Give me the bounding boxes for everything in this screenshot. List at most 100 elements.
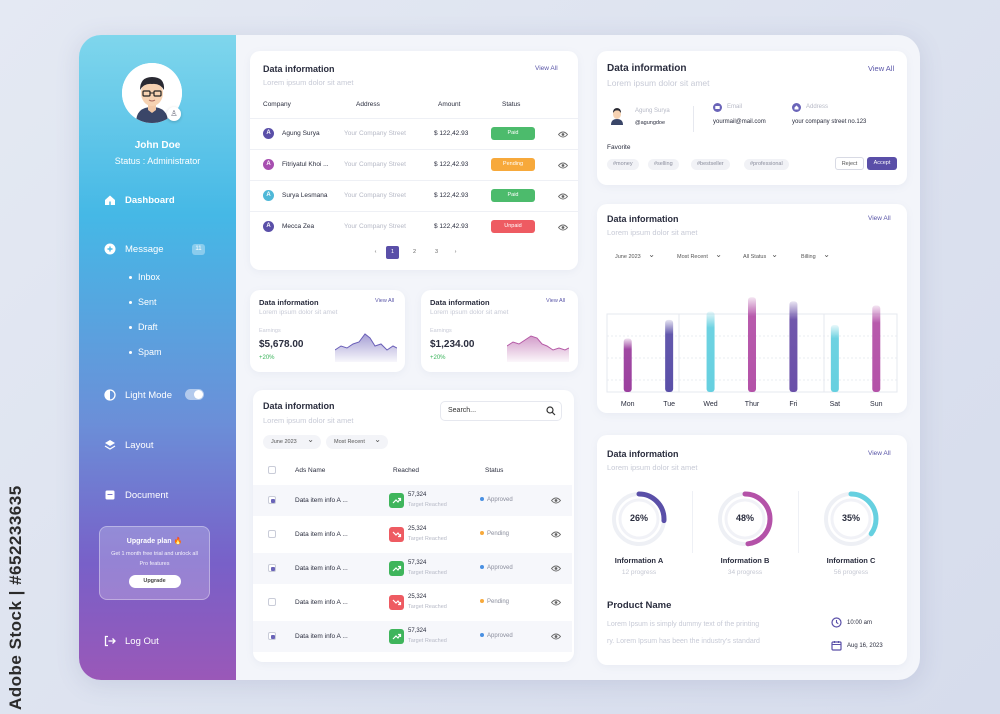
- reached-note: Target Reached: [408, 502, 447, 508]
- prev-page-button[interactable]: ‹: [374, 249, 377, 255]
- tag-money[interactable]: #money: [607, 159, 639, 170]
- company-amount: $ 122,42.93: [434, 192, 469, 199]
- view-all-link[interactable]: View All: [375, 298, 395, 304]
- column-reached: Reached: [393, 467, 420, 474]
- row-checkbox[interactable]: [268, 564, 276, 572]
- search-icon[interactable]: [546, 406, 556, 416]
- table-row[interactable]: A Fitriyatul Khoi ... Your Company Street $…: [250, 150, 578, 181]
- nav-logout[interactable]: Log Out: [104, 635, 159, 647]
- view-eye-icon[interactable]: [558, 224, 568, 231]
- light-mode-toggle[interactable]: [185, 389, 204, 400]
- ads-row[interactable]: Data item info A ... 57,324 Target Reached…: [253, 621, 572, 652]
- page-button[interactable]: 1: [386, 246, 399, 259]
- sub-item-spam[interactable]: Spam: [129, 347, 162, 357]
- upgrade-plan-card: Upgrade plan 🔥 Get 1 month free trial an…: [99, 526, 210, 600]
- reached-value: 57,324: [408, 628, 427, 634]
- nav-label: Document: [125, 489, 169, 501]
- user-icon[interactable]: ♙: [167, 107, 181, 121]
- sub-item-inbox[interactable]: Inbox: [129, 272, 160, 282]
- donut-inner: [724, 498, 766, 540]
- profile-avatar[interactable]: [609, 107, 625, 125]
- product-description: Lorem Ipsum is simply dummy text of the …: [607, 621, 760, 628]
- row-checkbox[interactable]: [268, 598, 276, 606]
- billing-filter-dropdown[interactable]: Billing: [793, 248, 837, 264]
- row-checkbox[interactable]: [268, 530, 276, 538]
- trend-up-icon: [389, 493, 404, 508]
- table-row[interactable]: A Surya Lesmana Your Company Street $ 122,4…: [250, 181, 578, 212]
- sort-filter-dropdown[interactable]: Most Recent: [326, 433, 388, 449]
- tag-bestseller[interactable]: #bestseller: [691, 159, 730, 170]
- bar-sun[interactable]: [872, 305, 881, 392]
- search-input[interactable]: Search...: [440, 401, 562, 421]
- view-eye-icon[interactable]: [551, 599, 561, 606]
- company-name: Fitriyatul Khoi ...: [282, 161, 329, 168]
- view-eye-icon[interactable]: [551, 633, 561, 640]
- status-label: Pending: [487, 599, 510, 605]
- column-status: Status: [485, 467, 504, 474]
- view-eye-icon[interactable]: [558, 193, 568, 200]
- table-row[interactable]: A Mecca Zea Your Company Street $ 122,42.93…: [250, 212, 578, 242]
- address-value: your company street no.123: [792, 119, 867, 125]
- trend-up-icon: [389, 629, 404, 644]
- progress-label: Information B: [720, 556, 770, 565]
- next-page-button[interactable]: ›: [454, 249, 457, 255]
- progress-count: 34 progress: [727, 569, 763, 576]
- view-all-link[interactable]: View All: [868, 64, 895, 73]
- donut-arc: [823, 491, 879, 547]
- bar-fri[interactable]: [789, 301, 798, 392]
- month-filter-dropdown[interactable]: June 2023: [263, 433, 321, 449]
- view-all-link[interactable]: View All: [546, 298, 566, 304]
- clock-icon: [831, 617, 842, 628]
- accept-button[interactable]: Accept: [867, 157, 897, 170]
- company-name: Surya Lesmana: [282, 192, 328, 199]
- reject-button[interactable]: Reject: [835, 157, 864, 170]
- bar-thur[interactable]: [748, 297, 756, 392]
- sub-item-draft[interactable]: Draft: [129, 322, 158, 332]
- card-subtitle: Lorem ipsum dolor sit amet: [263, 416, 354, 425]
- company-initial: A: [263, 159, 274, 170]
- tag-professional[interactable]: #professional: [744, 159, 789, 170]
- tag-selling[interactable]: #selling: [648, 159, 679, 170]
- bar-sat[interactable]: [830, 325, 839, 392]
- bar-tue[interactable]: [665, 319, 674, 392]
- view-eye-icon[interactable]: [558, 131, 568, 138]
- sort-filter-dropdown[interactable]: Most Recent: [669, 248, 729, 264]
- page-button[interactable]: 2: [412, 249, 417, 255]
- nav-message[interactable]: Message: [104, 243, 164, 255]
- select-all-checkbox[interactable]: [268, 466, 276, 474]
- view-all-link[interactable]: View All: [535, 65, 558, 72]
- email-label: Email: [727, 104, 743, 110]
- view-all-link[interactable]: View All: [868, 215, 891, 222]
- location-icon: [792, 103, 801, 112]
- view-all-link[interactable]: View All: [868, 450, 891, 457]
- table-row[interactable]: A Agung Surya Your Company Street $ 122,42.…: [250, 119, 578, 150]
- upgrade-button[interactable]: Upgrade: [128, 575, 181, 588]
- page-button[interactable]: 3: [434, 249, 439, 255]
- ads-row[interactable]: Data item info A ... 25,324 Target Reached…: [253, 519, 572, 550]
- nav-layout[interactable]: Layout: [104, 439, 154, 451]
- nav-document[interactable]: Document: [104, 489, 168, 501]
- view-eye-icon[interactable]: [551, 531, 561, 538]
- ad-status: Approved: [480, 497, 513, 503]
- view-eye-icon[interactable]: [551, 497, 561, 504]
- company-amount: $ 122,42.93: [434, 130, 469, 137]
- bar-wed[interactable]: [706, 311, 715, 392]
- status-filter-dropdown[interactable]: All Status: [735, 248, 785, 264]
- sub-item-sent[interactable]: Sent: [129, 297, 157, 307]
- ads-row[interactable]: Data item info A ... 25,324 Target Reached…: [253, 587, 572, 618]
- card-subtitle: Lorem ipsum dolor sit amet: [259, 309, 338, 316]
- view-eye-icon[interactable]: [551, 565, 561, 572]
- row-checkbox[interactable]: [268, 632, 276, 640]
- avatar[interactable]: [122, 63, 182, 123]
- bar-mon[interactable]: [623, 338, 632, 392]
- favorite-label: Favorite: [607, 144, 631, 151]
- profile-card: Data information Lorem ipsum dolor sit a…: [597, 51, 907, 185]
- ads-row[interactable]: Data item info A ... 57,324 Target Reached…: [253, 485, 572, 516]
- month-filter-dropdown[interactable]: June 2023: [607, 248, 662, 264]
- nav-dashboard[interactable]: Dashboard: [104, 194, 175, 206]
- view-eye-icon[interactable]: [558, 162, 568, 169]
- reached-value: 25,324: [408, 594, 427, 600]
- ads-row[interactable]: Data item info A ... 57,324 Target Reached…: [253, 553, 572, 584]
- row-checkbox[interactable]: [268, 496, 276, 504]
- upgrade-description: Get 1 month free trial and unlock all Pr…: [111, 551, 198, 567]
